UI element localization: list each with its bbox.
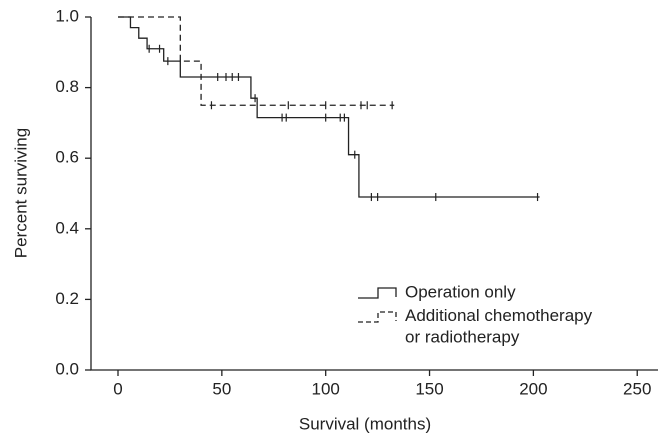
x-tick-label: 150 — [415, 379, 443, 398]
y-tick-label: 0.2 — [55, 289, 79, 308]
survival-curve — [118, 16, 540, 198]
legend-symbol — [358, 311, 397, 323]
legend-label: Operation only — [405, 282, 516, 301]
x-tick-label: 50 — [212, 379, 231, 398]
y-tick-label: 0.6 — [55, 148, 79, 167]
y-tick-label: 0.0 — [55, 359, 79, 378]
y-tick-label: 1.0 — [55, 6, 79, 25]
x-tick-label: 100 — [312, 379, 340, 398]
y-tick-label: 0.4 — [55, 218, 79, 237]
x-axis-label: Survival (months) — [299, 414, 431, 433]
survival-curve — [118, 16, 395, 106]
legend-symbol — [358, 287, 397, 299]
y-tick-label: 0.8 — [55, 77, 79, 96]
x-tick-label: 250 — [623, 379, 651, 398]
legend-label: Additional chemotherapy or radiotherapy — [405, 306, 593, 346]
x-tick-label: 0 — [113, 379, 122, 398]
x-tick-label: 200 — [519, 379, 547, 398]
y-axis-label: Percent surviving — [11, 128, 30, 258]
